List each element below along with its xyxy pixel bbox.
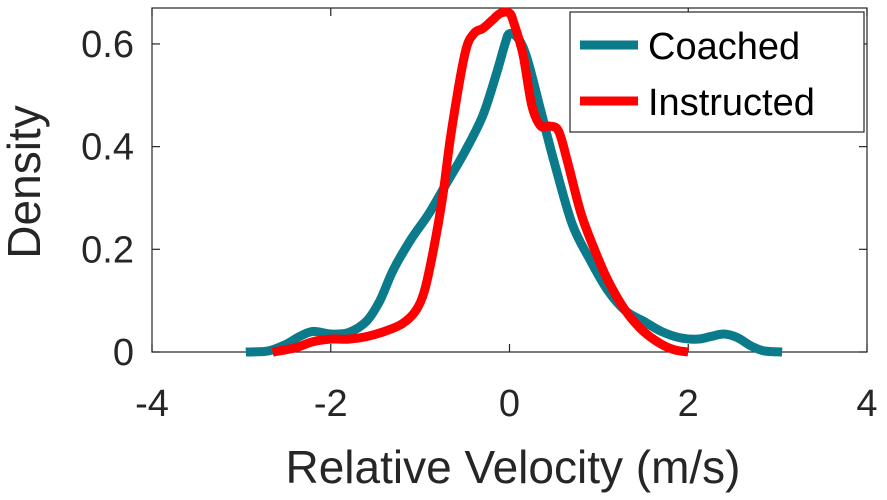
legend-label-coached: Coached [648,26,800,68]
tick-marks [151,8,868,353]
y-tick-label: 0 [113,332,134,374]
x-tick-label: 4 [856,383,877,425]
x-axis-label: Relative Velocity (m/s) [285,441,740,493]
x-tick-label: 2 [678,383,699,425]
x-tick-label: 0 [499,383,520,425]
series-line-instructed [271,7,689,357]
y-tick-labels: 0 0.2 0.4 0.6 [81,24,134,374]
y-axis-label: Density [0,105,50,258]
legend-box [569,11,865,133]
legend: Coached Instructed [569,11,865,133]
legend-label-instructed: Instructed [648,82,815,124]
y-tick-label: 0.2 [81,229,134,271]
series-lines [245,7,783,357]
y-tick-label: 0.6 [81,24,134,66]
x-tick-label: -4 [135,383,169,425]
y-tick-label: 0.4 [81,127,134,169]
x-tick-labels: -4 -2 0 2 4 [135,383,877,425]
x-tick-label: -2 [314,383,348,425]
